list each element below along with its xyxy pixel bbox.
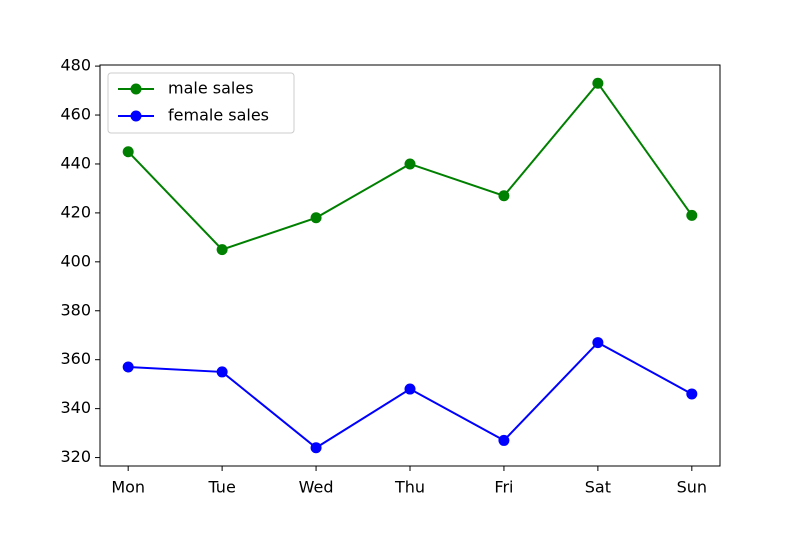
y-tick-label: 340 bbox=[60, 398, 91, 417]
point bbox=[310, 212, 322, 224]
x-tick-label: Tue bbox=[207, 478, 235, 497]
y-tick-label: 380 bbox=[60, 300, 91, 319]
point bbox=[404, 158, 416, 170]
legend-label: male sales bbox=[168, 79, 254, 98]
point bbox=[498, 434, 510, 446]
point bbox=[498, 190, 510, 202]
point bbox=[122, 146, 134, 158]
legend-box bbox=[107, 72, 295, 134]
y-tick-label: 480 bbox=[60, 56, 91, 75]
series-line bbox=[128, 341, 693, 449]
y-tick-label: 460 bbox=[60, 105, 91, 124]
y-tick-label: 440 bbox=[60, 153, 91, 172]
legend-marker bbox=[130, 83, 142, 95]
x-tick-label: Thu bbox=[394, 478, 425, 497]
y-tick-label: 320 bbox=[60, 447, 91, 466]
point bbox=[122, 361, 134, 373]
point bbox=[592, 337, 604, 349]
point bbox=[686, 388, 698, 400]
point bbox=[592, 77, 604, 89]
point bbox=[216, 244, 228, 256]
point bbox=[404, 383, 416, 395]
x-tick-label: Wed bbox=[299, 478, 334, 497]
y-tick-label: 360 bbox=[60, 349, 91, 368]
y-tick-label: 420 bbox=[60, 202, 91, 221]
x-tick-label: Fri bbox=[494, 478, 513, 497]
x-tick-label: Mon bbox=[111, 478, 145, 497]
legend-label: female sales bbox=[168, 106, 269, 125]
y-tick-label: 400 bbox=[60, 251, 91, 270]
x-tick-label: Sat bbox=[585, 478, 611, 497]
legend-marker bbox=[130, 110, 142, 122]
point bbox=[310, 442, 322, 454]
point bbox=[216, 366, 228, 378]
x-tick-label: Sun bbox=[677, 478, 707, 497]
point bbox=[686, 209, 698, 221]
